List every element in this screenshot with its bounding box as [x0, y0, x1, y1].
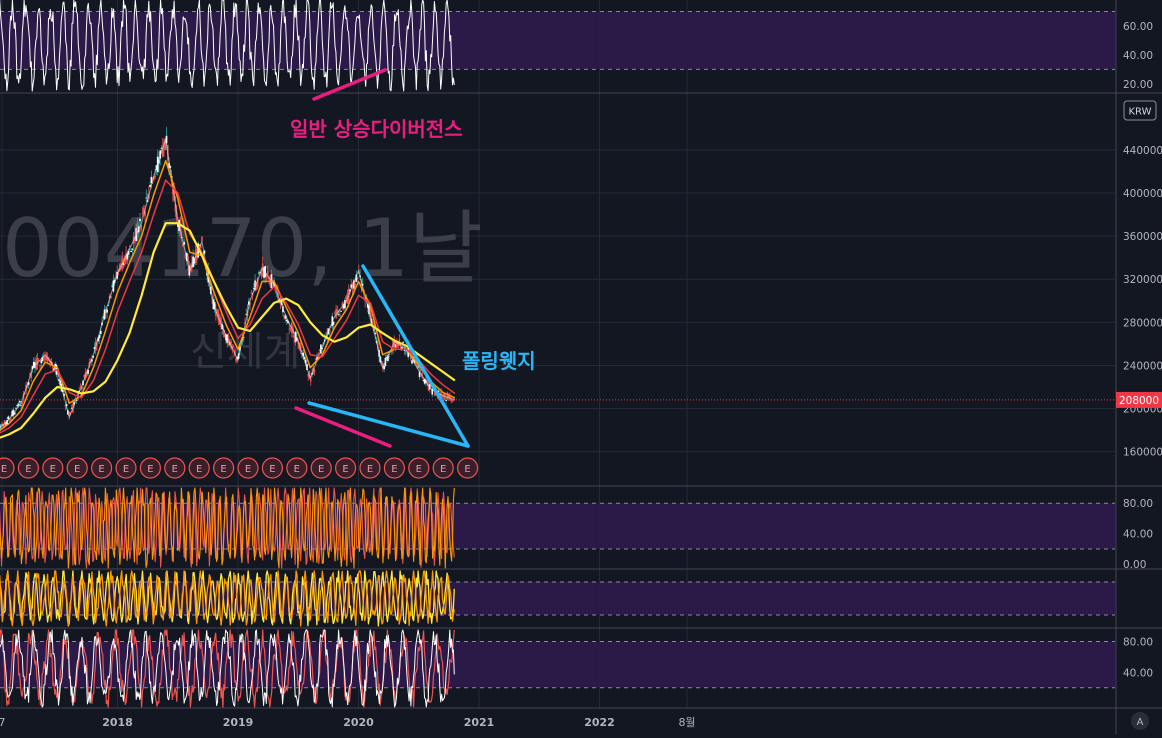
company-watermark: 신세계 — [190, 329, 300, 375]
rsi-tick-label: 20.00 — [1123, 79, 1153, 91]
time-tick-label: 7 — [0, 716, 6, 729]
stoch-tick-label: 0.00 — [1123, 559, 1146, 571]
earnings-marker-label: E — [391, 464, 397, 475]
price-candle — [39, 365, 41, 366]
price-candle — [411, 360, 413, 363]
price-candle — [266, 276, 268, 277]
earnings-marker-label: E — [440, 464, 446, 475]
time-tick-label: 2021 — [464, 716, 495, 729]
oscillator-band — [0, 582, 1115, 615]
time-tick-label: 2018 — [102, 716, 133, 729]
price-candle — [445, 400, 447, 401]
price-candle — [314, 370, 316, 372]
time-axis[interactable]: 7 2018 2019 2020 2021 2022 8월 — [0, 716, 696, 729]
price-candle — [339, 315, 341, 316]
price-candle — [139, 219, 141, 222]
price-tick-label: 360000 — [1123, 231, 1162, 243]
earnings-marker-label: E — [25, 464, 31, 475]
earnings-marker-label: E — [1, 464, 7, 475]
earnings-marker-label: E — [342, 464, 348, 475]
earnings-marker-label: E — [367, 464, 373, 475]
auto-scale-button[interactable]: A — [1131, 712, 1149, 730]
rsi-tick-label: 40.00 — [1123, 50, 1153, 62]
price-candle — [134, 242, 136, 243]
price-candle — [145, 198, 147, 199]
price-candle — [357, 277, 359, 278]
earnings-marker-label: E — [318, 464, 324, 475]
time-tick-label: 2022 — [584, 716, 615, 729]
price-tick-label: 320000 — [1123, 274, 1162, 286]
currency-label: KRW — [1129, 107, 1152, 118]
auto-scale-icon: A — [1137, 717, 1144, 728]
price-tick-label: 240000 — [1123, 360, 1162, 372]
price-tick-label: 440000 — [1123, 145, 1162, 157]
last-price-label: 208000 — [1119, 395, 1159, 407]
earnings-marker-label: E — [147, 464, 153, 475]
stoch-tick-label: 80.00 — [1123, 498, 1153, 510]
price-tick-label: 160000 — [1123, 447, 1162, 459]
price-candle — [340, 311, 342, 312]
price-candle — [10, 418, 12, 419]
earnings-marker-label: E — [123, 464, 129, 475]
earnings-marker-label: E — [196, 464, 202, 475]
stoch-rsi-band — [0, 642, 1115, 688]
price-candle — [130, 251, 132, 252]
earnings-marker-label: E — [74, 464, 80, 475]
stoch-rsi-tick-label: 40.00 — [1123, 667, 1153, 679]
annotation-wedge-label[interactable]: 폴링웻지 — [462, 349, 536, 373]
rsi-band — [0, 12, 1115, 70]
price-candle — [154, 176, 156, 177]
time-tick-label: 2019 — [223, 716, 254, 729]
rsi-tick-label: 60.00 — [1123, 21, 1153, 33]
stoch-rsi-tick-label: 80.00 — [1123, 637, 1153, 649]
earnings-marker-label: E — [464, 464, 470, 475]
price-candle — [19, 401, 21, 403]
price-tick-label: 280000 — [1123, 317, 1162, 329]
stoch-tick-label: 40.00 — [1123, 529, 1153, 541]
earnings-marker-label: E — [220, 464, 226, 475]
currency-badge[interactable]: KRW — [1124, 101, 1156, 120]
price-tick-label: 400000 — [1123, 188, 1162, 200]
annotation-divergence-label[interactable]: 일반 상승다이버전스 — [290, 117, 463, 141]
earnings-marker-label: E — [269, 464, 275, 475]
earnings-marker-label: E — [245, 464, 251, 475]
price-candle — [20, 405, 22, 406]
price-candle — [402, 342, 404, 343]
symbol-watermark: 004170, 1날 — [2, 202, 483, 295]
earnings-marker-label: E — [416, 464, 422, 475]
price-candle — [233, 346, 235, 347]
time-tick-label: 2020 — [343, 716, 374, 729]
earnings-marker-label: E — [172, 464, 178, 475]
price-candle — [132, 249, 134, 250]
price-candle — [333, 322, 335, 325]
price-candle — [52, 367, 54, 368]
time-tick-label: 8월 — [678, 716, 695, 729]
earnings-marker-label: E — [98, 464, 104, 475]
price-candle — [354, 283, 356, 285]
price-candle — [267, 271, 269, 275]
earnings-marker-label: E — [50, 464, 56, 475]
earnings-marker-label: E — [294, 464, 300, 475]
